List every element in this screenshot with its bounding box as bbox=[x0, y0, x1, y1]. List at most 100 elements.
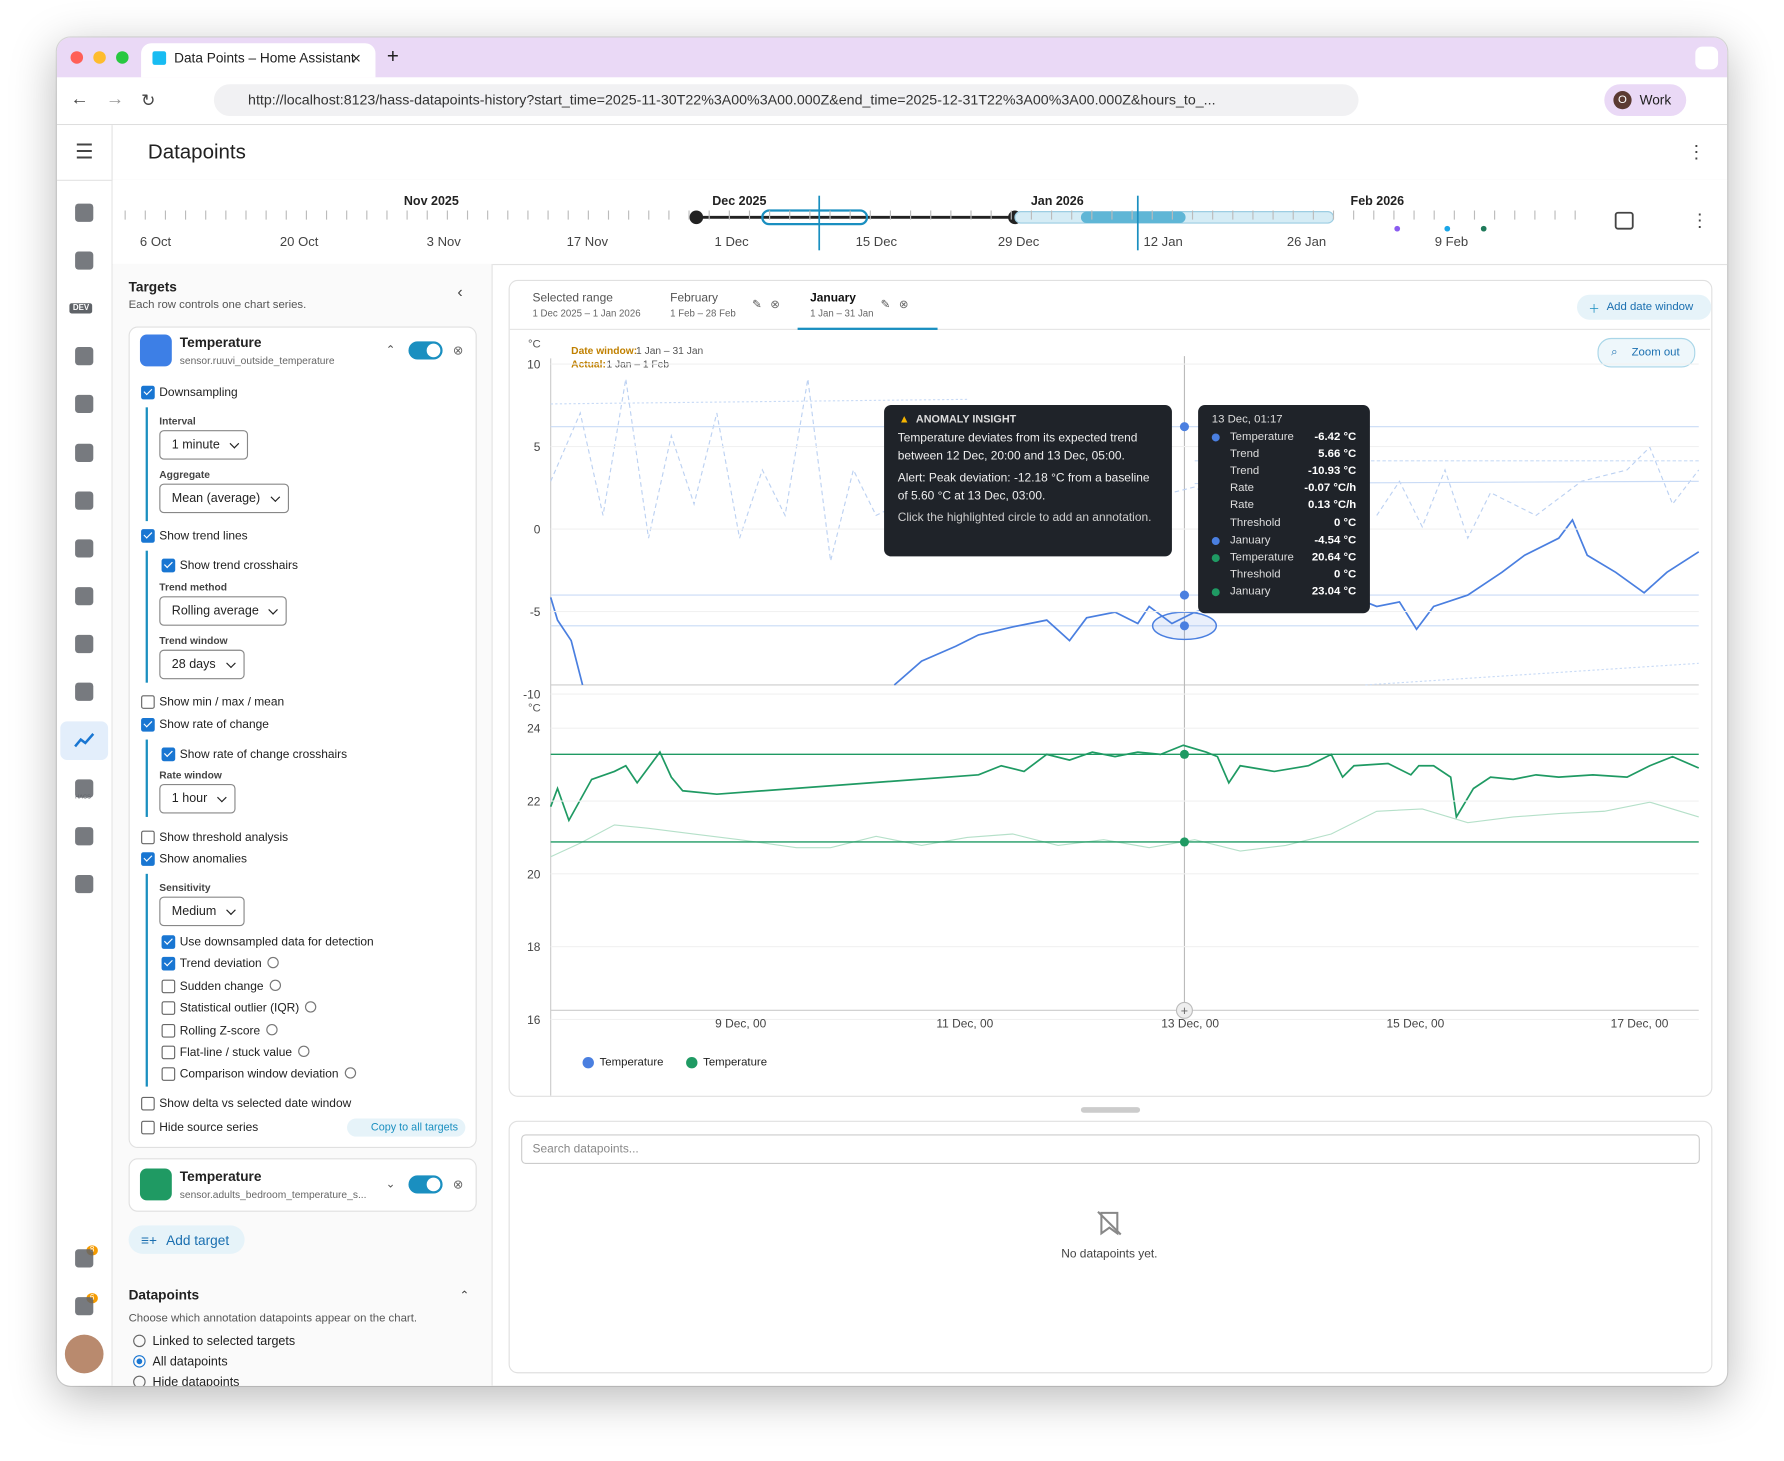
user-avatar[interactable] bbox=[64, 1334, 104, 1374]
checkbox[interactable] bbox=[141, 695, 155, 709]
x-tick-label: 13 Dec, 00 bbox=[1161, 1016, 1219, 1030]
nav-icon[interactable] bbox=[75, 347, 94, 366]
reload[interactable]: ↻ bbox=[141, 91, 156, 111]
checkbox[interactable] bbox=[161, 558, 176, 573]
copy-button[interactable] bbox=[347, 1118, 466, 1137]
collapse[interactable]: ‹ bbox=[457, 282, 463, 301]
remove[interactable]: ⊗ bbox=[770, 298, 780, 312]
select[interactable]: Rolling average bbox=[159, 596, 288, 626]
add-window-label: Add date window bbox=[1606, 300, 1694, 314]
checkbox[interactable] bbox=[161, 979, 176, 994]
legend-swatch[interactable] bbox=[582, 1057, 594, 1069]
series-dot bbox=[1211, 588, 1220, 597]
nav-icon[interactable] bbox=[75, 491, 94, 510]
url-field[interactable] bbox=[213, 84, 1359, 117]
checkbox[interactable] bbox=[161, 935, 176, 949]
hover-name: January bbox=[1229, 585, 1271, 598]
unit: °C bbox=[527, 338, 541, 352]
tab-label[interactable]: Selected range bbox=[532, 291, 613, 305]
checkbox[interactable] bbox=[141, 1096, 155, 1111]
nav-icon[interactable] bbox=[75, 394, 94, 414]
remove[interactable]: ⊗ bbox=[898, 298, 909, 312]
nav-icon[interactable] bbox=[75, 1297, 94, 1316]
nav-icon[interactable] bbox=[75, 779, 94, 798]
tab[interactable] bbox=[141, 43, 376, 78]
tab-label[interactable]: February bbox=[670, 291, 718, 305]
radio[interactable] bbox=[133, 1355, 146, 1368]
option-label: Sudden change bbox=[180, 979, 281, 993]
remove[interactable]: ⊗ bbox=[452, 344, 464, 358]
app-menu[interactable]: ⋮ bbox=[1687, 143, 1706, 163]
forward[interactable]: → bbox=[105, 89, 125, 110]
help-icon[interactable] bbox=[269, 979, 281, 992]
nav-icon[interactable] bbox=[75, 682, 94, 701]
checkbox[interactable] bbox=[161, 1001, 176, 1015]
expand[interactable]: ⌄ bbox=[385, 1178, 396, 1191]
tab-label[interactable]: January bbox=[810, 291, 856, 305]
nav-icon[interactable] bbox=[75, 1249, 94, 1268]
nav-icon[interactable] bbox=[75, 251, 94, 270]
checkbox[interactable] bbox=[141, 529, 155, 543]
checkbox[interactable] bbox=[161, 747, 176, 762]
help-icon[interactable] bbox=[267, 956, 279, 969]
checkbox[interactable] bbox=[141, 385, 155, 400]
nav-icon[interactable] bbox=[75, 634, 94, 654]
checkbox[interactable] bbox=[141, 1120, 155, 1135]
help-icon[interactable] bbox=[297, 1045, 310, 1058]
checkbox[interactable] bbox=[161, 1024, 176, 1038]
close-dot[interactable] bbox=[70, 51, 84, 64]
checkbox[interactable] bbox=[141, 852, 155, 866]
tab-close[interactable]: × bbox=[351, 48, 361, 68]
add-target[interactable] bbox=[128, 1225, 245, 1254]
toggle[interactable] bbox=[408, 1175, 443, 1194]
zoom-out[interactable] bbox=[1597, 337, 1696, 368]
select[interactable]: 1 minute bbox=[159, 430, 249, 460]
toggle[interactable] bbox=[408, 341, 443, 360]
y-tick-label: -5 bbox=[530, 605, 541, 619]
radio[interactable] bbox=[133, 1334, 146, 1348]
edit[interactable]: ✎ bbox=[880, 298, 891, 312]
option-label: Use downsampled data for detection bbox=[179, 935, 374, 949]
day-label: 20 Oct bbox=[280, 234, 319, 249]
nav-icon[interactable] bbox=[75, 587, 94, 606]
select[interactable]: Mean (average) bbox=[159, 483, 289, 514]
checkbox[interactable] bbox=[161, 1045, 176, 1060]
option-label: Show trend lines bbox=[159, 529, 248, 543]
nav-icon[interactable] bbox=[75, 539, 94, 558]
help-icon[interactable] bbox=[304, 1001, 317, 1013]
collapse[interactable]: ⌃ bbox=[459, 1289, 470, 1303]
resize-handle[interactable] bbox=[1080, 1107, 1141, 1113]
checkbox[interactable] bbox=[141, 830, 155, 845]
max-dot[interactable] bbox=[116, 51, 129, 64]
help-icon[interactable] bbox=[265, 1024, 278, 1036]
anomaly-line: Alert: Peak deviation: -12.18 °C from a … bbox=[897, 471, 1150, 503]
checkbox[interactable] bbox=[161, 956, 176, 971]
menu[interactable]: ☰ bbox=[75, 140, 94, 164]
dev-icon[interactable]: DEV bbox=[69, 303, 93, 314]
hover-name: Threshold bbox=[1229, 516, 1281, 530]
radio[interactable] bbox=[133, 1375, 146, 1386]
remove[interactable]: ⊗ bbox=[452, 1178, 464, 1192]
nav-icon[interactable] bbox=[75, 203, 94, 222]
tab-menu[interactable] bbox=[1695, 46, 1719, 70]
new-tab[interactable]: + bbox=[386, 44, 399, 68]
search-field[interactable] bbox=[521, 1134, 1700, 1164]
select[interactable]: 1 hour bbox=[159, 783, 236, 814]
copy-label: Copy to all targets bbox=[370, 1121, 459, 1134]
day-label: 1 Dec bbox=[715, 234, 750, 249]
min-dot[interactable] bbox=[93, 51, 106, 64]
checkbox[interactable] bbox=[141, 717, 155, 732]
help-icon[interactable] bbox=[344, 1067, 356, 1079]
select[interactable]: 28 days bbox=[159, 649, 245, 680]
nav-icon[interactable] bbox=[75, 443, 94, 462]
nav-icon[interactable] bbox=[75, 827, 94, 846]
back[interactable]: ← bbox=[70, 89, 89, 110]
option-label: Show min / max / mean bbox=[159, 695, 285, 709]
checkbox[interactable] bbox=[161, 1067, 176, 1081]
legend-swatch[interactable] bbox=[686, 1057, 698, 1069]
edit[interactable]: ✎ bbox=[752, 298, 762, 312]
expand[interactable]: ⌃ bbox=[385, 344, 396, 357]
add-window[interactable] bbox=[1576, 294, 1712, 320]
select[interactable]: Medium bbox=[159, 896, 245, 927]
nav-icon[interactable] bbox=[75, 874, 94, 894]
